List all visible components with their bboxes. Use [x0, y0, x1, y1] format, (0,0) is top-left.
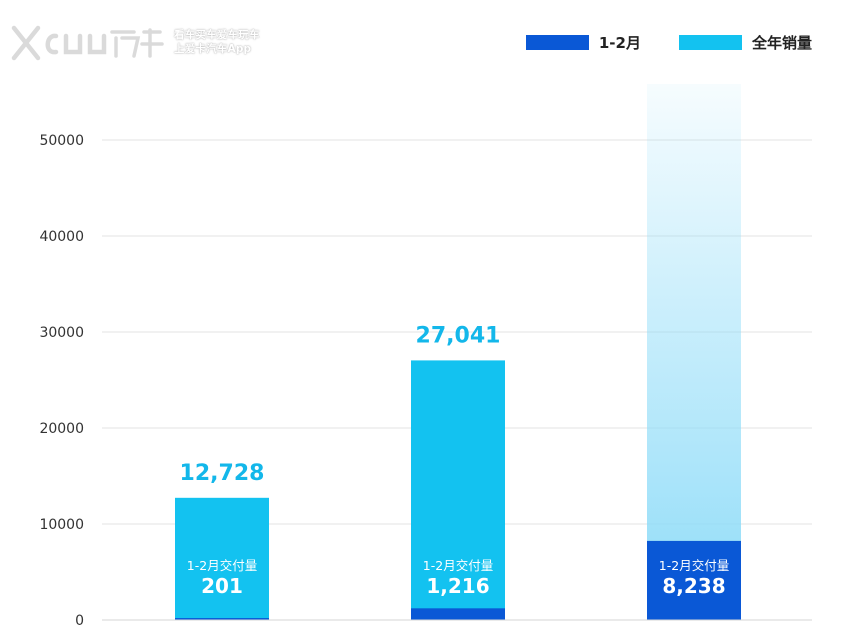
- y-tick-label: 0: [75, 613, 84, 629]
- bar-value-label-h1: 201: [201, 574, 243, 598]
- legend-label-annual: 全年销量: [751, 34, 812, 52]
- legend-swatch-annual: [678, 35, 742, 50]
- legend-label-h1: 1-2月: [598, 34, 641, 52]
- watermark: 看车买车爱车玩车 上爱卡汽车App: [8, 22, 260, 62]
- bar-value-label-h1: 1,216: [426, 574, 489, 598]
- chart-legend: 1-2月 全年销量: [525, 32, 812, 53]
- bar-h1: [175, 618, 269, 620]
- legend-item-annual: 全年销量: [678, 32, 812, 53]
- y-tick-label: 40000: [39, 229, 84, 245]
- bar-h1: [647, 540, 741, 620]
- bar-value-label-annual: 12,728: [180, 461, 265, 486]
- watermark-line-1: 看车买车爱车玩车: [174, 29, 260, 41]
- bar-annual-faded: [647, 84, 741, 620]
- watermark-text: 看车买车爱车玩车 上爱卡汽车App: [174, 28, 260, 56]
- bar-inner-caption: 1-2月交付量: [423, 558, 493, 573]
- y-tick-label: 50000: [39, 133, 84, 149]
- watermark-line-2: 上爱卡汽车App: [174, 43, 252, 55]
- y-tick-label: 20000: [39, 421, 84, 437]
- y-tick-label: 10000: [39, 517, 84, 533]
- y-tick-label: 30000: [39, 325, 84, 341]
- xcar-logo-icon: [8, 22, 166, 62]
- bar-value-label-h1: 8,238: [662, 574, 725, 598]
- bar-annual: [175, 497, 269, 620]
- bar-inner-caption: 1-2月交付量: [659, 558, 729, 573]
- bar-value-label-annual: 27,041: [416, 323, 501, 348]
- bar-inner-caption: 1-2月交付量: [187, 558, 257, 573]
- bar-annual: [411, 360, 505, 620]
- legend-item-h1: 1-2月: [525, 32, 641, 53]
- bar-h1: [411, 608, 505, 620]
- legend-swatch-h1: [525, 35, 589, 50]
